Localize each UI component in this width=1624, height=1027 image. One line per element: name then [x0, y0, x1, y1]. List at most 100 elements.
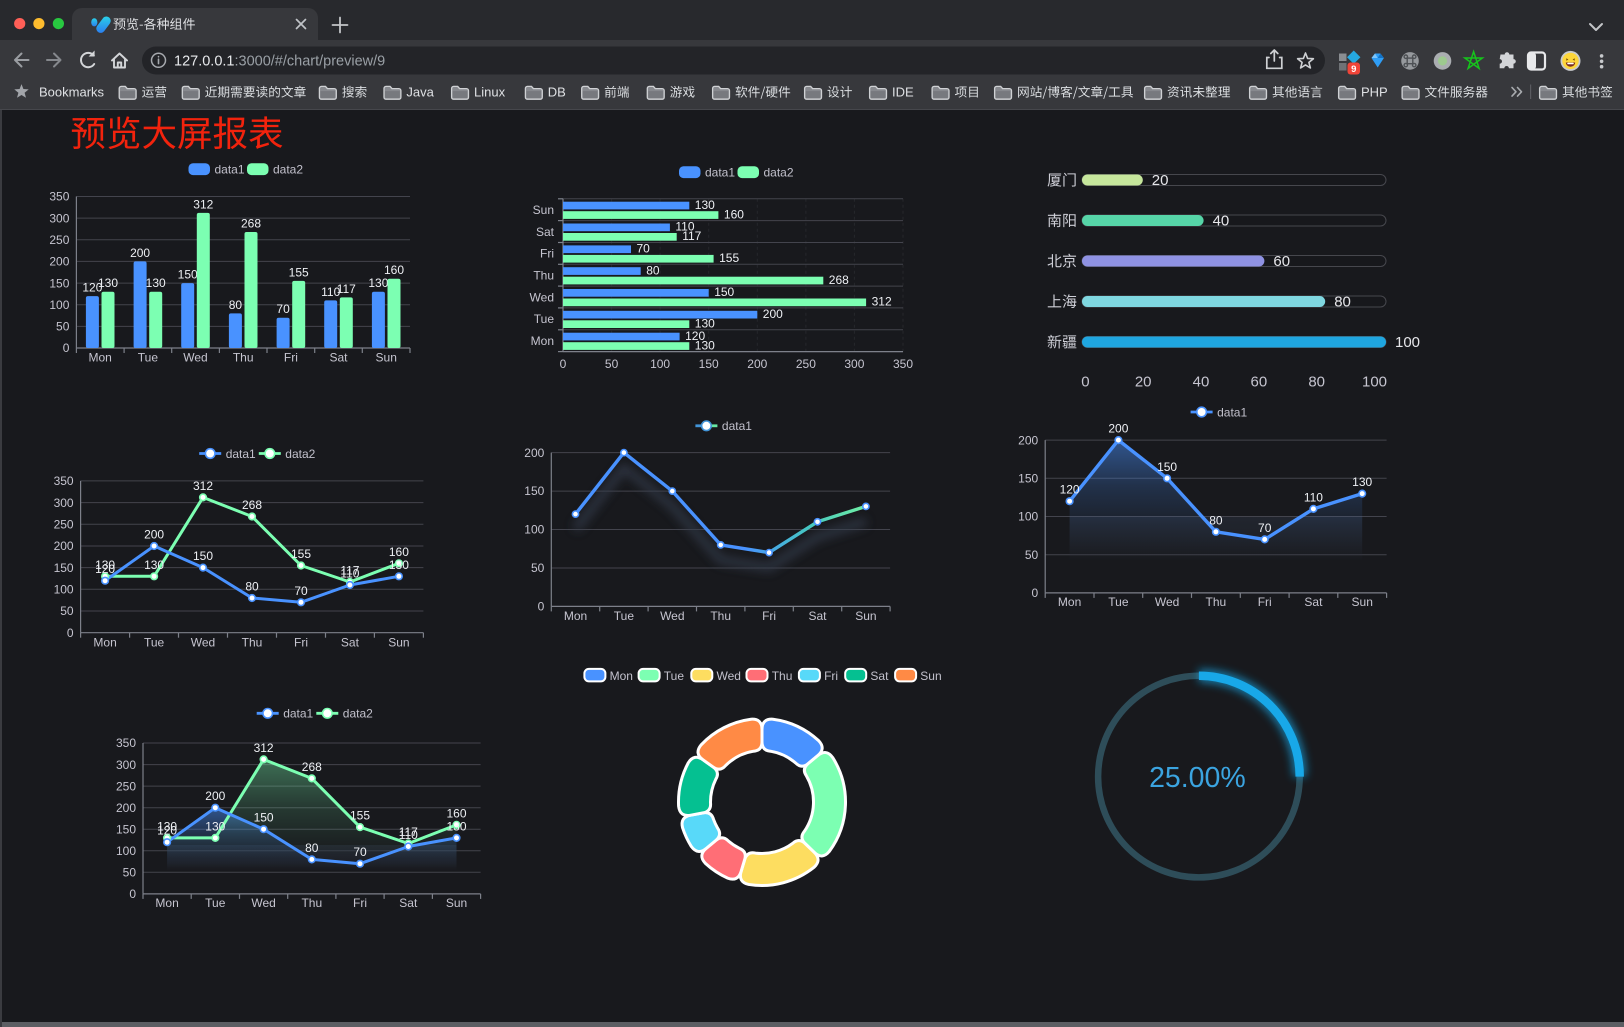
svg-text:150: 150: [49, 276, 69, 290]
svg-text:80: 80: [1209, 513, 1223, 527]
svg-text:Mon: Mon: [610, 669, 633, 683]
svg-text:50: 50: [1025, 548, 1039, 562]
svg-text:Tue: Tue: [664, 669, 685, 683]
svg-text:Fri: Fri: [294, 636, 308, 650]
svg-text:50: 50: [605, 357, 619, 371]
svg-text:data1: data1: [722, 419, 752, 433]
svg-text:IDE: IDE: [892, 85, 914, 100]
svg-text:300: 300: [54, 496, 74, 510]
svg-text:150: 150: [1018, 472, 1038, 486]
svg-text:130: 130: [389, 558, 409, 572]
svg-text:Mon: Mon: [1058, 595, 1081, 609]
svg-text:160: 160: [724, 207, 744, 221]
svg-text:200: 200: [144, 528, 164, 542]
svg-text:80: 80: [305, 841, 319, 855]
svg-text:155: 155: [289, 265, 309, 279]
svg-text:268: 268: [241, 217, 261, 231]
svg-text:110: 110: [675, 220, 694, 234]
svg-text:350: 350: [893, 357, 913, 371]
svg-text:DB: DB: [548, 85, 566, 100]
svg-text:312: 312: [254, 741, 274, 755]
svg-text:130: 130: [205, 819, 225, 833]
svg-text:Thu: Thu: [1206, 595, 1227, 609]
svg-text:Tue: Tue: [205, 896, 226, 910]
svg-text:50: 50: [123, 866, 137, 880]
svg-text:0: 0: [129, 887, 136, 901]
svg-text:Fri: Fri: [824, 669, 838, 683]
svg-text:150: 150: [178, 268, 198, 282]
svg-text:data2: data2: [764, 165, 794, 179]
svg-text:130: 130: [695, 317, 715, 331]
svg-text:data1: data1: [283, 707, 313, 721]
svg-text:312: 312: [193, 197, 213, 211]
svg-text:120: 120: [685, 329, 705, 343]
svg-text:Tue: Tue: [138, 351, 159, 365]
svg-text:0: 0: [63, 341, 70, 355]
svg-text:Sat: Sat: [329, 351, 348, 365]
svg-text:150: 150: [714, 285, 734, 299]
svg-text:20: 20: [1135, 374, 1152, 391]
svg-text:20: 20: [1152, 172, 1169, 189]
svg-text:Wed: Wed: [1155, 595, 1179, 609]
svg-text:Sat: Sat: [1304, 595, 1323, 609]
svg-text:Java: Java: [406, 85, 434, 100]
svg-text:130: 130: [157, 819, 177, 833]
svg-text:100: 100: [1018, 510, 1038, 524]
svg-text:Mon: Mon: [564, 609, 587, 623]
svg-text:Mon: Mon: [89, 351, 112, 365]
svg-text:Thu: Thu: [772, 669, 793, 683]
svg-text:60: 60: [1273, 253, 1290, 270]
svg-text:155: 155: [350, 809, 370, 823]
svg-text:70: 70: [294, 584, 308, 598]
svg-text:data2: data2: [273, 162, 303, 176]
svg-text:350: 350: [116, 736, 136, 750]
svg-text:160: 160: [389, 545, 409, 559]
svg-text:200: 200: [747, 357, 767, 371]
svg-text:150: 150: [254, 811, 274, 825]
svg-text:0: 0: [560, 357, 567, 371]
svg-text:data2: data2: [343, 707, 373, 721]
svg-text:300: 300: [116, 758, 136, 772]
svg-text:PHP: PHP: [1361, 85, 1388, 100]
svg-text:50: 50: [60, 604, 74, 618]
svg-text:268: 268: [242, 498, 262, 512]
svg-text:200: 200: [1018, 433, 1038, 447]
svg-text:data1: data1: [226, 447, 256, 461]
svg-text:Wed: Wed: [183, 351, 207, 365]
svg-text:120: 120: [1060, 483, 1080, 497]
svg-text:200: 200: [205, 789, 225, 803]
svg-text:50: 50: [531, 561, 545, 575]
svg-text:Fri: Fri: [762, 609, 776, 623]
svg-text:Sat: Sat: [536, 225, 555, 239]
svg-text:117: 117: [337, 282, 356, 296]
svg-text:117: 117: [399, 825, 418, 839]
svg-text:100: 100: [1395, 334, 1420, 351]
svg-text:70: 70: [1258, 521, 1272, 535]
svg-text:130: 130: [98, 276, 118, 290]
svg-text:312: 312: [193, 479, 213, 493]
svg-text:Sun: Sun: [855, 609, 876, 623]
svg-text:Mon: Mon: [531, 334, 554, 348]
svg-text:60: 60: [1251, 374, 1268, 391]
svg-text:130: 130: [446, 819, 466, 833]
svg-text:150: 150: [699, 357, 719, 371]
svg-text:Fri: Fri: [353, 896, 367, 910]
svg-text:150: 150: [524, 484, 544, 498]
svg-text:Sun: Sun: [533, 203, 554, 217]
svg-text:100: 100: [1362, 374, 1387, 391]
svg-text:Thu: Thu: [233, 351, 254, 365]
svg-text:110: 110: [321, 285, 340, 299]
svg-text:268: 268: [829, 273, 849, 287]
svg-text:130: 130: [144, 558, 164, 572]
svg-text:80: 80: [229, 298, 243, 312]
svg-text:100: 100: [524, 523, 544, 537]
svg-text:Wed: Wed: [191, 636, 215, 650]
svg-text:200: 200: [54, 539, 74, 553]
svg-text:127.0.0.1:3000/#/chart/preview: 127.0.0.1:3000/#/chart/preview/9: [174, 53, 385, 69]
svg-text:150: 150: [54, 561, 74, 575]
svg-text:Sun: Sun: [446, 896, 467, 910]
svg-text:Fri: Fri: [540, 247, 554, 261]
svg-text:250: 250: [54, 518, 74, 532]
svg-text:100: 100: [49, 298, 69, 312]
svg-text:150: 150: [1157, 460, 1177, 474]
